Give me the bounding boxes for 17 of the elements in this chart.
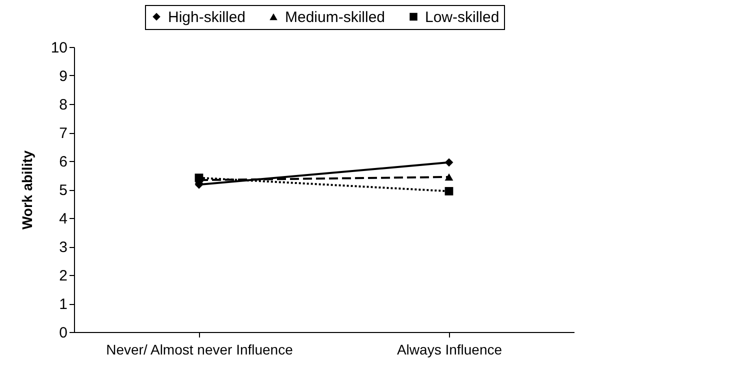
y-tick-label: 10 (50, 40, 68, 56)
y-tick-label: 2 (59, 268, 68, 284)
y-tick-label: 7 (59, 125, 68, 142)
y-tick-label: 0 (59, 324, 68, 342)
y-tick-label: 3 (59, 239, 68, 256)
y-tick-label: 5 (59, 182, 68, 199)
legend-label: Low-skilled (425, 8, 500, 26)
y-tick-label: 8 (59, 96, 68, 114)
legend-label: Medium-skilled (285, 8, 386, 26)
y-tick-label: 1 (59, 296, 68, 313)
legend-label: High-skilled (168, 8, 246, 26)
x-tick-label: Never/ Almost never Influence (106, 342, 294, 358)
y-tick-label: 4 (59, 210, 68, 228)
y-tick-label: 9 (59, 68, 68, 85)
y-axis-title: Work ability (18, 150, 35, 230)
x-tick-label: Always Influence (396, 342, 502, 358)
y-tick-label: 6 (59, 154, 68, 170)
